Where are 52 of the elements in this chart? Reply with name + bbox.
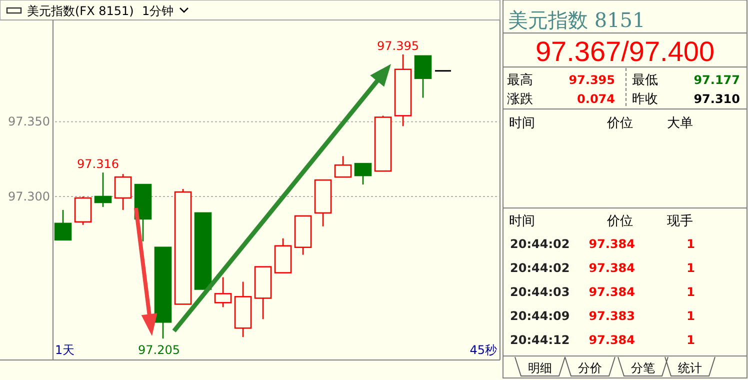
- text: 明细: [528, 361, 552, 375]
- text: 97.384: [588, 285, 635, 299]
- text: 1: [686, 309, 695, 323]
- candlestick: [354, 162, 372, 186]
- y-tick-label: 97.350: [8, 114, 50, 129]
- annotation: 97.316: [77, 157, 119, 171]
- text: 最高: [507, 72, 533, 88]
- text: 时间: [509, 214, 535, 229]
- text: 97.177: [694, 73, 740, 87]
- text: 最低: [632, 73, 658, 88]
- text: 20:44:12: [510, 333, 570, 347]
- candlestick: [114, 173, 132, 211]
- text: 97.384: [588, 261, 635, 275]
- text: 时间: [509, 116, 535, 131]
- text: 大单: [667, 116, 693, 131]
- y-tick-label: 97.300: [8, 189, 50, 204]
- text: 昨收: [632, 92, 658, 107]
- annotation: 1天: [55, 343, 75, 357]
- text: 涨跌: [507, 92, 533, 107]
- candlestick: [74, 196, 92, 226]
- text: 1: [686, 285, 695, 299]
- annotation: 97.205: [138, 343, 180, 357]
- text: 分价: [578, 361, 602, 375]
- text: 20:44:09: [510, 309, 570, 323]
- text: 1: [686, 261, 695, 275]
- text: 分笔: [631, 361, 655, 375]
- annotation: 97.395: [377, 39, 419, 53]
- candlestick: [54, 209, 72, 240]
- text: 45秒: [470, 343, 497, 357]
- candlestick: [94, 172, 112, 208]
- text: 97.367/97.400: [535, 36, 715, 67]
- text: 97.384: [588, 333, 635, 347]
- text: 20:44:02: [510, 261, 570, 275]
- text: 97.395: [568, 73, 615, 87]
- candlestick: [334, 155, 352, 178]
- text: 97.383: [588, 309, 635, 323]
- text: 1: [686, 333, 695, 347]
- text: 统计: [678, 361, 702, 375]
- candlestick: [414, 55, 432, 98]
- candlestick: [214, 276, 232, 308]
- text: 97.384: [588, 237, 635, 251]
- text: 价位: [606, 116, 633, 131]
- text: 价位: [606, 214, 633, 229]
- text: 20:44:03: [510, 285, 570, 299]
- text: 1: [686, 237, 695, 251]
- text: 97.310: [694, 92, 740, 106]
- text: 现手: [667, 214, 693, 229]
- text: 美元指数 8151: [508, 8, 646, 32]
- chart-subtitle: 1分钟: [142, 4, 174, 18]
- text: 20:44:02: [510, 237, 570, 251]
- text: 0.074: [577, 92, 615, 106]
- chart-title: 美元指数(FX 8151): [27, 4, 134, 18]
